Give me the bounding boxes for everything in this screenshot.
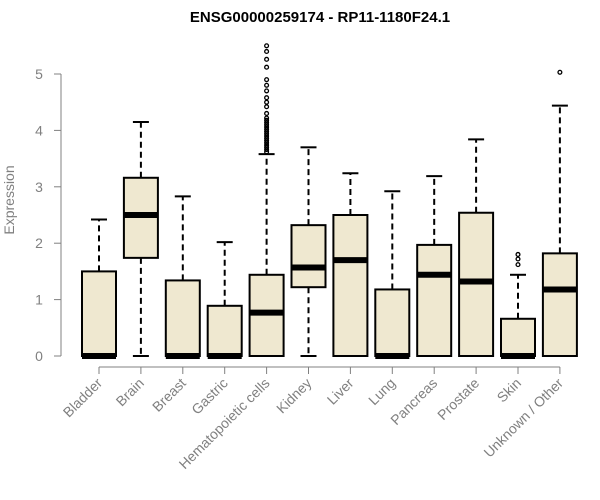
box-rect-11 [541,252,578,358]
outlier-4-17 [264,104,270,110]
box-rect-8 [416,243,453,357]
x-tick-label-5: Kidney [273,375,315,417]
box-6 [332,172,369,357]
outlier-4-19 [264,95,270,101]
box-rect-2 [164,279,201,358]
box-rect-10 [500,317,536,357]
box-rect-3 [206,304,243,357]
box-8 [416,175,453,357]
outlier-4-16 [264,110,270,117]
x-tick-label-6: Liver [324,375,357,408]
x-tick-label-10: Skin [494,375,525,406]
y-axis-label: Expression [1,165,17,234]
outlier-4-21 [264,82,270,88]
outlier-4-0 [264,149,270,155]
box-rect-6 [332,214,369,357]
outlier-4-12 [264,122,270,128]
outlier-10-0 [515,262,521,268]
plot-area [81,43,578,359]
box-7 [374,190,411,359]
x-tick-label-2: Breast [149,375,189,415]
outlier-4-11 [264,124,270,130]
box-0 [81,218,117,359]
outlier-10-1 [515,256,521,262]
outlier-4-4 [264,140,270,146]
outlier-4-23 [264,64,270,70]
outlier-4-1 [264,147,270,153]
outlier-4-24 [264,56,270,62]
outlier-4-10 [264,126,270,132]
x-tick-label-8: Pancreas [387,375,440,428]
outlier-4-2 [264,144,270,150]
x-tick-label-0: Bladder [60,375,106,421]
outlier-4-15 [264,115,270,121]
outlier-4-13 [264,119,270,126]
outlier-11-0 [557,69,563,75]
y-tick-label-5: 5 [35,66,43,82]
box-10 [500,251,536,359]
y-axis: 0 1 2 3 4 5 [35,66,62,364]
box-rect-7 [374,288,411,357]
y-tick-label-4: 4 [35,122,43,138]
x-tick-label-1: Brain [113,375,147,409]
y-tick-label-0: 0 [35,348,43,364]
box-rect-5 [290,224,327,289]
x-tick-label-11: Unknown / Other [480,375,566,461]
outlier-4-18 [264,99,270,105]
y-tick-label-1: 1 [35,292,43,308]
outlier-4-22 [264,77,270,83]
box-1 [122,120,159,357]
outlier-4-5 [264,138,270,144]
y-tick-label-3: 3 [35,179,43,195]
outlier-4-26 [264,43,270,49]
box-9 [458,138,495,357]
outlier-4-7 [264,133,270,139]
box-4 [248,43,285,357]
outlier-4-3 [264,142,270,148]
box-5 [290,146,327,357]
outlier-4-25 [264,48,270,54]
x-tick-label-9: Prostate [434,375,482,423]
x-tick-label-7: Lung [365,375,398,408]
outlier-4-8 [264,131,270,137]
outlier-4-20 [264,88,270,94]
chart-title: ENSG00000259174 - RP11-1180F24.1 [190,9,450,26]
outlier-4-9 [264,128,270,135]
y-tick-label-2: 2 [35,235,43,251]
box-3 [206,241,243,359]
box-2 [164,195,201,359]
outlier-4-14 [264,117,270,123]
outlier-4-6 [264,135,270,141]
outlier-10-2 [515,251,521,258]
box-rect-0 [81,270,117,357]
box-11 [541,69,578,358]
